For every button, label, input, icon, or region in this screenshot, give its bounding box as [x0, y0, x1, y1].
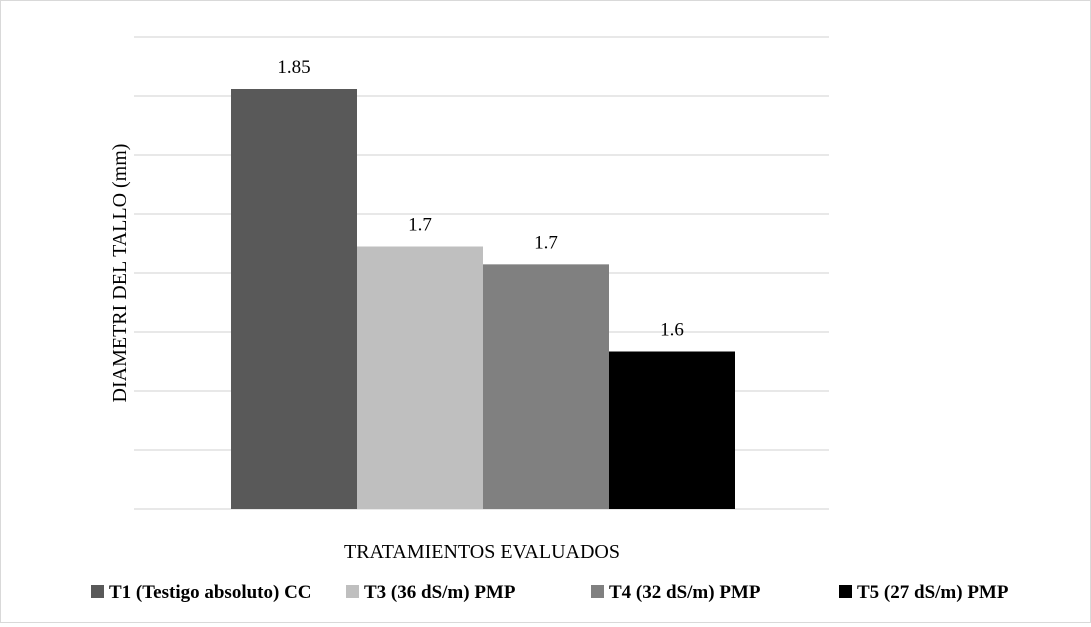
data-label-3: 1.7 [534, 232, 558, 253]
bar-4 [609, 351, 735, 509]
data-labels: 1.85 1.7 1.7 1.6 [277, 57, 684, 341]
legend-label-1: T1 (Testigo absoluto) CC [109, 582, 312, 603]
x-axis-label: TRATAMIENTOS EVALUADOS [344, 541, 620, 563]
data-label-1: 1.85 [277, 57, 310, 78]
legend-swatch-4 [839, 585, 852, 598]
bar-2 [357, 246, 483, 509]
y-axis-label: DIAMETRI DEL TALLO (mm) [109, 144, 131, 403]
legend: T1 (Testigo absoluto) CC T3 (36 dS/m) PMP… [91, 582, 1009, 603]
data-label-4: 1.6 [660, 320, 684, 341]
data-label-2: 1.7 [408, 215, 432, 236]
legend-swatch-3 [591, 585, 604, 598]
bar-1 [231, 89, 357, 509]
bar-3 [483, 264, 609, 509]
legend-label-2: T3 (36 dS/m) PMP [364, 582, 516, 603]
legend-swatch-2 [346, 585, 359, 598]
bars [231, 89, 735, 509]
legend-label-4: T5 (27 dS/m) PMP [857, 582, 1009, 603]
legend-swatch-1 [91, 585, 104, 598]
legend-label-3: T4 (32 dS/m) PMP [609, 582, 761, 603]
